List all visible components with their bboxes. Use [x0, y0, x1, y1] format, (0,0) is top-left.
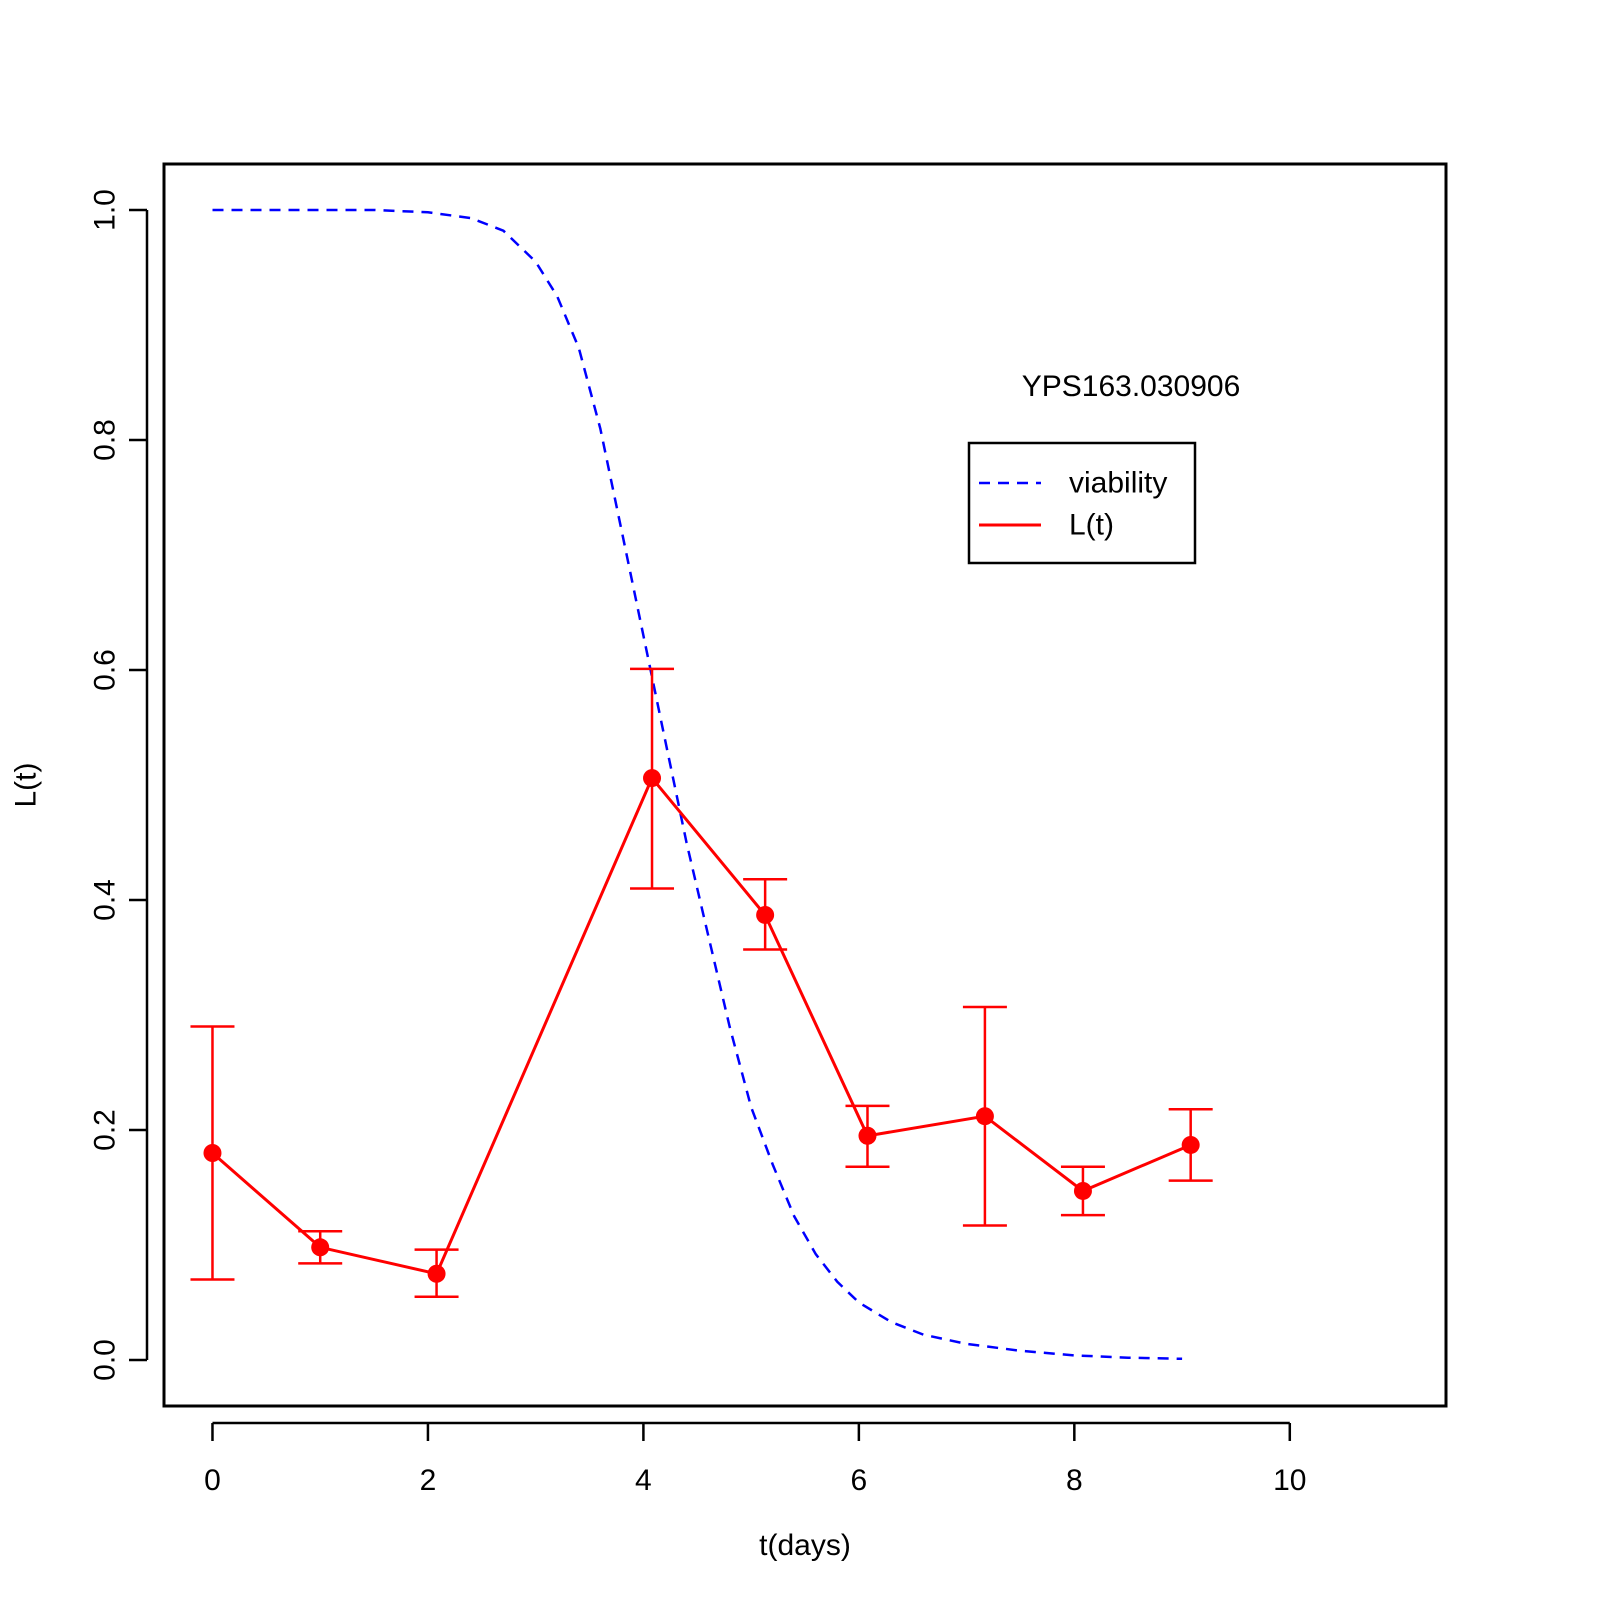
plot-frame	[162, 162, 1448, 1408]
lt-point	[427, 1264, 446, 1283]
y-tick-label: 0.6	[89, 649, 122, 691]
x-tick-label: 8	[1066, 1464, 1083, 1497]
series-layer	[190, 208, 1213, 1361]
viability-line	[212, 208, 1183, 1361]
lt-point	[1073, 1181, 1092, 1200]
y-tick-label: 0.8	[89, 419, 122, 461]
x-tick-label: 2	[420, 1464, 437, 1497]
lt-point	[1181, 1135, 1200, 1154]
legend-label-lt: L(t)	[1069, 509, 1114, 542]
x-axis-title: t(days)	[759, 1529, 851, 1562]
lt-point	[203, 1144, 222, 1162]
y-axis-title: L(t)	[10, 763, 43, 808]
lt-point	[643, 769, 662, 788]
x-tick-label: 10	[1273, 1464, 1306, 1497]
lt-line	[211, 775, 1192, 1276]
lt-point	[975, 1107, 994, 1126]
x-axis: 0 2 4 6 8 10	[204, 1421, 1306, 1497]
plot-annotation: YPS163.030906	[1022, 370, 1241, 403]
y-tick-label: 0.2	[89, 1109, 122, 1151]
y-tick-label: 0.0	[89, 1339, 122, 1381]
y-axis: 0.0 0.2 0.4 0.6 0.8 1.0	[89, 189, 149, 1381]
x-tick-label: 6	[851, 1464, 868, 1497]
x-tick-label: 4	[635, 1464, 652, 1497]
lt-point	[311, 1238, 330, 1257]
legend-label-viability: viability	[1069, 467, 1167, 500]
x-tick-label: 0	[204, 1464, 221, 1497]
lt-point	[858, 1126, 877, 1145]
legend-box	[967, 441, 1197, 565]
legend: viability L(t)	[967, 441, 1197, 565]
lt-point	[756, 905, 775, 924]
y-tick-label: 0.4	[89, 879, 122, 921]
y-tick-label: 1.0	[89, 189, 122, 231]
